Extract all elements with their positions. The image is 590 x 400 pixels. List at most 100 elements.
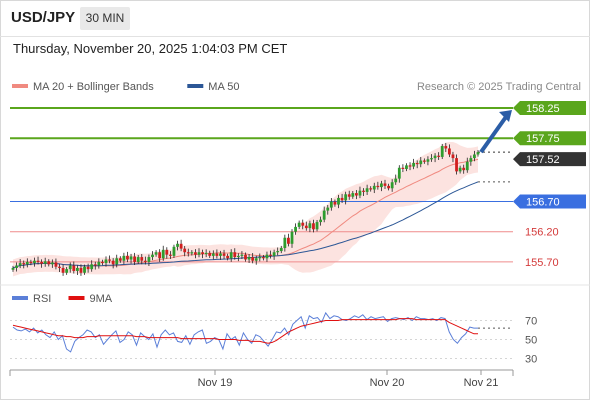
timeframe-selector[interactable]: 30 MIN	[80, 7, 130, 30]
candle-body	[412, 162, 416, 167]
candle-body	[211, 253, 215, 256]
level-label-156.20: 156.20	[525, 227, 559, 239]
symbol-title: USD/JPY	[11, 9, 76, 26]
candle-body	[22, 263, 26, 265]
candle-body	[319, 219, 323, 223]
candle-body	[251, 257, 255, 261]
candle-body	[387, 185, 390, 189]
legend-swatch-0	[12, 84, 28, 88]
forecast-arrow-head	[499, 110, 512, 123]
candle-body	[272, 252, 276, 256]
candle-body	[101, 261, 104, 264]
candle-body	[54, 262, 58, 267]
candle-body	[444, 146, 448, 149]
candle-body	[122, 255, 126, 261]
candle-body	[376, 185, 380, 188]
candle-body	[347, 194, 351, 197]
candle-body	[83, 266, 86, 273]
level-tag-158.25	[513, 101, 586, 116]
x-tick-label-0: Nov 19	[198, 377, 233, 389]
candle-body	[151, 254, 154, 258]
candle-body	[222, 253, 226, 256]
candle-body	[283, 237, 287, 249]
candle-body	[287, 237, 290, 244]
candle-body	[147, 257, 151, 262]
candle-body	[308, 223, 312, 229]
candle-body	[204, 252, 208, 255]
candle-body	[208, 252, 212, 256]
candle-body	[215, 253, 219, 256]
level-label-157.52: 157.52	[526, 154, 560, 166]
candle-body	[154, 252, 158, 255]
candle-body	[15, 265, 18, 268]
candle-body	[229, 252, 233, 259]
candle-body	[365, 188, 369, 192]
candle-body	[179, 243, 183, 249]
candle-body	[233, 252, 237, 258]
candle-body	[226, 255, 230, 259]
level-tag-157.75	[513, 131, 586, 146]
forecast-arrow-shaft	[479, 112, 510, 154]
candle-body	[312, 223, 315, 230]
candle-body	[383, 183, 387, 186]
candle-body	[72, 265, 76, 271]
candle-body	[405, 165, 408, 169]
candle-body	[304, 225, 308, 229]
candle-body	[104, 259, 108, 264]
candle-body	[261, 257, 265, 259]
candle-body	[186, 252, 190, 254]
rsi-tick-30: 30	[525, 354, 537, 366]
candle-body	[380, 183, 383, 188]
rsi-legend-label-0: RSI	[33, 293, 51, 305]
candle-body	[465, 161, 469, 171]
candle-body	[337, 197, 340, 205]
x-tick-label-2: Nov 21	[464, 377, 499, 389]
candle-body	[369, 188, 373, 190]
candle-body	[322, 210, 326, 220]
candle-body	[279, 248, 283, 252]
candle-body	[79, 267, 83, 273]
candle-body	[269, 254, 272, 256]
candle-body	[165, 249, 169, 255]
candle-body	[93, 264, 97, 266]
candle-body	[333, 201, 337, 205]
x-tick-label-1: Nov 20	[370, 377, 405, 389]
rsi-tick-50: 50	[525, 335, 537, 347]
candle-body	[422, 160, 426, 162]
candle-body	[183, 248, 187, 253]
candle-body	[115, 258, 119, 265]
candle-body	[340, 197, 344, 201]
candle-body	[433, 155, 437, 159]
candle-body	[244, 254, 247, 260]
level-label-157.75: 157.75	[526, 133, 560, 145]
rsi-tick-70: 70	[525, 316, 537, 328]
legend-label-0: MA 20 + Bollinger Bands	[33, 81, 154, 93]
candle-body	[50, 262, 54, 265]
candle-body	[344, 194, 348, 201]
candle-body	[451, 154, 455, 159]
candle-body	[469, 158, 473, 162]
candle-body	[201, 252, 204, 255]
candle-body	[462, 167, 466, 171]
candle-body	[29, 261, 33, 264]
candle-body	[358, 190, 362, 196]
candle-body	[254, 258, 258, 261]
candle-body	[240, 254, 244, 256]
rsi-legend-swatch-0	[12, 296, 28, 300]
candle-body	[415, 162, 419, 165]
candle-body	[430, 158, 433, 160]
candle-body	[372, 185, 376, 190]
candle-body	[136, 257, 140, 262]
candle-body	[158, 252, 162, 259]
chart-datetime: Thursday, November 20, 2025 1:04:03 PM C…	[13, 41, 288, 56]
candle-body	[133, 256, 137, 262]
candle-body	[265, 254, 269, 259]
candle-body	[140, 257, 144, 261]
candle-body	[168, 254, 172, 256]
candle-body	[118, 258, 122, 261]
candle-body	[476, 152, 480, 155]
candle-body	[390, 182, 394, 189]
candle-body	[301, 222, 305, 226]
candle-body	[11, 267, 15, 270]
credit-text: Research © 2025 Trading Central	[417, 81, 581, 93]
